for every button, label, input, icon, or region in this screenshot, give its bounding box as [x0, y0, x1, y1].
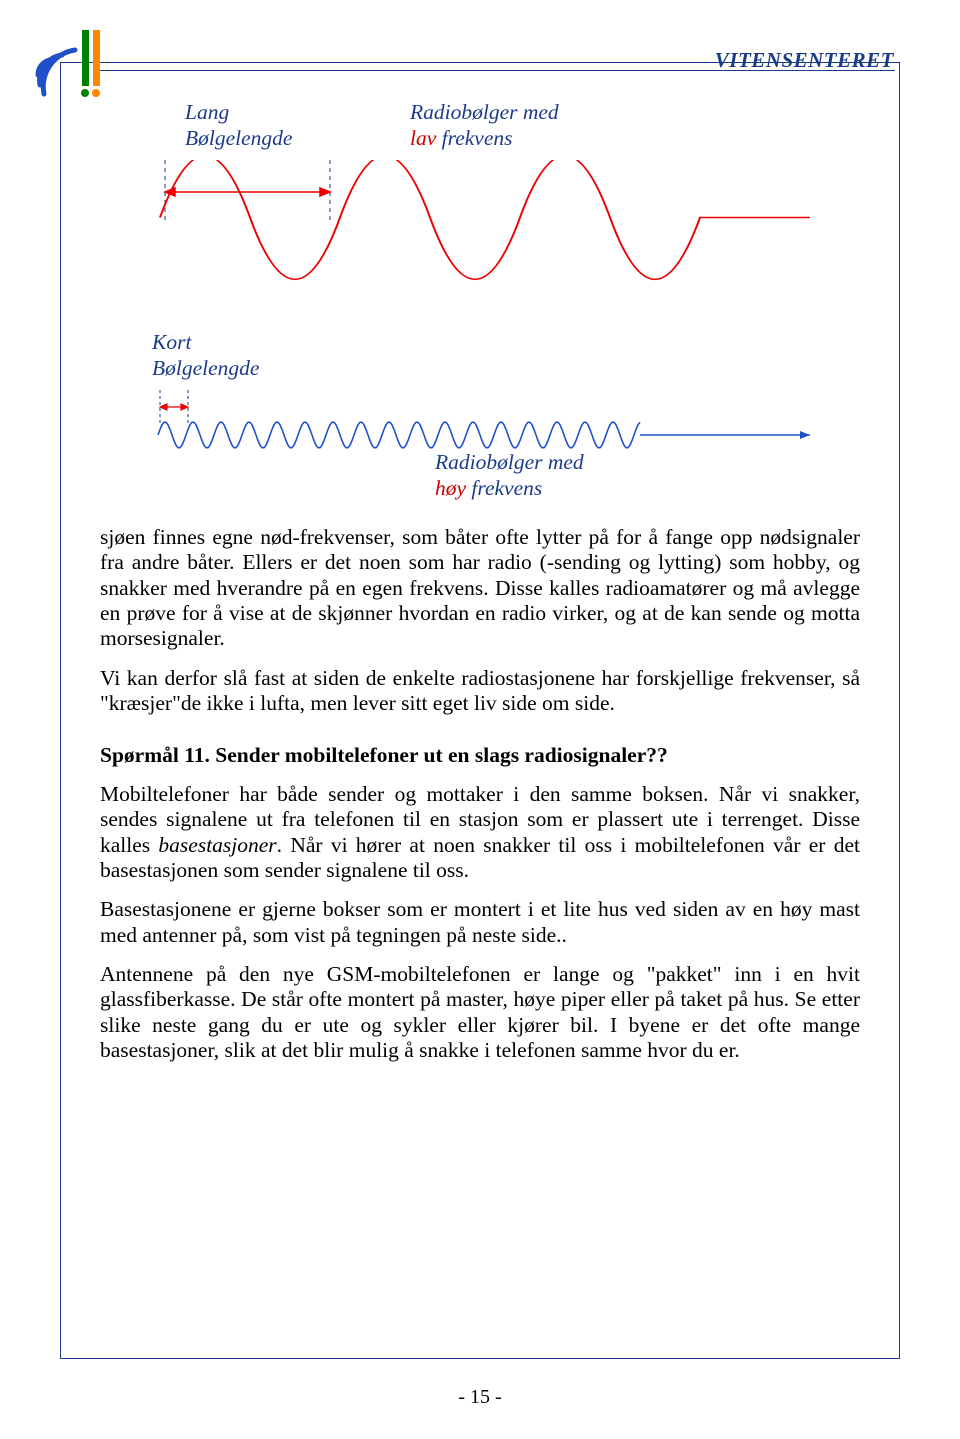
p3-italic: basestasjoner [158, 833, 276, 857]
paragraph-2: Vi kan derfor slå fast at siden de enkel… [100, 666, 860, 717]
paragraph-3: Mobiltelefoner har både sender og mottak… [100, 782, 860, 883]
label-radiobolger-hoy: Radiobølger med høy frekvens [435, 450, 584, 502]
label-radiobolger-lav: Radiobølger med lav frekvens [410, 100, 559, 152]
page-content: Lang Bølgelengde Radiobølger med lav fre… [100, 100, 860, 1077]
label-hoy-line1: Radiobølger med [435, 450, 584, 474]
paragraph-1: sjøen finnes egne nød-frekvenser, som bå… [100, 525, 860, 652]
high-freq-wave-icon [150, 385, 810, 455]
paragraph-5: Antennene på den nye GSM-mobiltelefonen … [100, 962, 860, 1063]
question-11-heading: Spørmål 11. Sender mobiltelefoner ut en … [100, 743, 860, 768]
label-lav-prefix: lav [410, 126, 436, 150]
label-kort-bolgelengde: Kort Bølgelengde [152, 330, 259, 382]
page-number: - 15 - [0, 1386, 960, 1409]
low-frequency-wave-figure: Lang Bølgelengde Radiobølger med lav fre… [100, 100, 860, 330]
paragraph-4: Basestasjonene er gjerne bokser som er m… [100, 897, 860, 948]
label-hoy-suffix: frekvens [466, 476, 542, 500]
vitensenteret-logo-icon [30, 20, 108, 98]
low-freq-wave-icon [150, 160, 810, 320]
body-text: sjøen finnes egne nød-frekvenser, som bå… [100, 525, 860, 1063]
high-frequency-wave-figure: Kort Bølgelengde Radiobølger med høy fre… [100, 330, 860, 470]
label-kort-line2: Bølgelengde [152, 356, 259, 380]
label-kort-line1: Kort [152, 330, 191, 354]
header-title: VITENSENTERET [715, 48, 894, 73]
label-lav-suffix: frekvens [436, 126, 512, 150]
label-hoy-prefix: høy [435, 476, 466, 500]
label-lav-line1: Radiobølger med [410, 100, 559, 124]
label-lang-line1: Lang [185, 100, 229, 124]
label-lang-line2: Bølgelengde [185, 126, 292, 150]
label-lang-bolgelengde: Lang Bølgelengde [185, 100, 292, 152]
